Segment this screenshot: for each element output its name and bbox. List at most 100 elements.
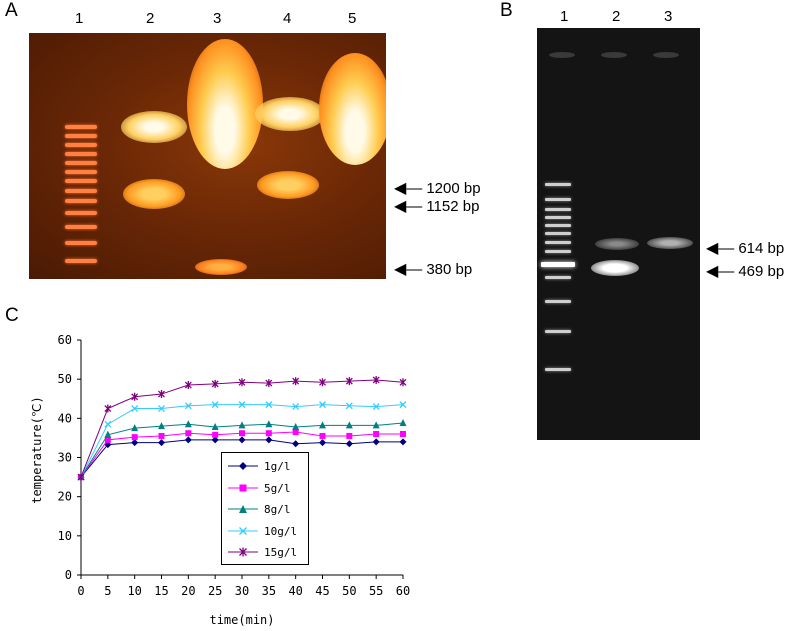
y-tick-label: 10	[58, 529, 72, 543]
data-point	[345, 440, 353, 448]
data-point	[158, 405, 165, 413]
data-point	[211, 401, 219, 409]
data-point	[158, 390, 165, 399]
data-point	[158, 422, 165, 430]
data-point	[265, 379, 273, 388]
x-tick-label: 15	[154, 584, 168, 598]
data-point	[158, 439, 165, 447]
arrow-left-icon: ◀—	[394, 198, 423, 215]
gel-b-lane2-band-469	[591, 260, 639, 276]
data-point	[372, 421, 380, 429]
x-axis-label: time(min)	[209, 613, 274, 627]
gel-a-lane-1: 1	[75, 10, 84, 27]
legend-item: 1g/l	[228, 459, 291, 473]
chart-series	[77, 375, 407, 482]
legend-swatch	[228, 484, 258, 492]
data-point	[211, 379, 219, 388]
temperature-chart: 0 10 20 30 40 50 60 0 5 10 15 20 25 30 35 40 45 50 55 60 ti…	[30, 333, 411, 627]
series-8g-l	[77, 419, 407, 481]
data-point	[131, 392, 139, 401]
data-point	[184, 420, 192, 428]
data-point	[292, 440, 300, 448]
chart-legend: 1g/l 5g/l 8g/l 10g/l 15g/l	[221, 452, 309, 565]
data-point	[238, 436, 246, 444]
data-point	[265, 430, 272, 437]
x-tick-label: 35	[262, 584, 276, 598]
gel-b-well-3	[653, 52, 679, 58]
gel-a-lane4-band-high	[255, 97, 325, 131]
data-point	[104, 420, 112, 428]
x-tick-label: 60	[396, 584, 410, 598]
y-tick-label: 60	[58, 333, 72, 347]
data-point	[184, 381, 192, 390]
data-point	[372, 438, 380, 446]
legend-swatch	[228, 527, 258, 535]
gel-a-lane-5: 5	[348, 10, 357, 27]
gel-a-lane4-band-low	[257, 171, 319, 199]
data-point	[211, 422, 219, 430]
x-tick-label: 20	[181, 584, 195, 598]
data-point	[158, 432, 165, 439]
data-point	[184, 402, 192, 410]
data-point	[238, 421, 246, 429]
legend-swatch	[228, 547, 258, 557]
data-point	[265, 401, 273, 409]
series-15g-l	[77, 375, 407, 482]
data-point	[211, 436, 219, 444]
x-tick-label: 55	[369, 584, 383, 598]
data-point	[292, 429, 299, 436]
data-point	[239, 430, 245, 437]
gel-b-lane2-band-614	[595, 238, 639, 250]
data-point	[104, 436, 111, 443]
y-tick-label: 20	[58, 490, 72, 504]
data-point	[345, 421, 353, 429]
x-tick-label: 10	[127, 584, 141, 598]
chart-axes: 0 10 20 30 40 50 60 0 5 10 15 20 25 30 35 40 45 50 55 60	[58, 333, 411, 598]
series-5g-l	[78, 429, 406, 481]
data-point	[373, 431, 380, 437]
gel-b-lane-1: 1	[560, 8, 569, 25]
gel-a-marker-380: ◀— 380 bp	[394, 260, 473, 279]
y-tick-label: 50	[58, 372, 72, 386]
panel-b-label: B	[500, 0, 513, 21]
data-point	[319, 378, 326, 387]
x-tick-label: 25	[208, 584, 222, 598]
gel-b-marker-469: ◀— 469 bp	[706, 262, 785, 281]
data-point	[319, 439, 326, 447]
data-point	[399, 438, 407, 446]
data-point	[131, 439, 139, 447]
gel-a-lane2-band-high	[121, 111, 187, 143]
gel-b-well-2	[601, 52, 627, 58]
legend-item: 10g/l	[228, 524, 297, 538]
y-tick-label: 0	[65, 568, 72, 582]
arrow-left-icon: ◀—	[394, 180, 423, 197]
data-point	[346, 432, 353, 439]
arrow-left-icon: ◀—	[706, 263, 735, 280]
y-tick-label: 30	[58, 451, 72, 465]
data-point	[131, 434, 138, 441]
gel-a-marker-1200: ◀— 1200 bp	[394, 179, 481, 198]
x-tick-label: 50	[342, 584, 356, 598]
panel-a-label: A	[5, 0, 18, 21]
x-tick-label: 45	[315, 584, 329, 598]
data-point	[184, 436, 192, 444]
gel-a-marker-1152: ◀— 1152 bp	[394, 197, 480, 216]
gel-a-lane5-smear	[319, 53, 386, 165]
gel-b-lane-2: 2	[612, 8, 621, 25]
data-point	[265, 420, 273, 428]
x-tick-label: 30	[235, 584, 249, 598]
legend-item: 15g/l	[228, 545, 297, 559]
gel-image-b	[537, 28, 700, 440]
gel-a-lane-2: 2	[146, 10, 155, 27]
data-point	[319, 432, 326, 439]
legend-swatch	[228, 505, 258, 513]
panel-c-label: C	[5, 305, 19, 326]
gel-a-lane2-band-low	[123, 179, 185, 209]
gel-a-lane3-band-low	[195, 259, 247, 275]
data-point	[104, 430, 112, 438]
data-point	[345, 377, 353, 386]
data-point	[131, 424, 139, 432]
gel-image-a	[29, 33, 386, 279]
data-point	[319, 421, 326, 429]
gel-a-lane-4: 4	[283, 10, 292, 27]
